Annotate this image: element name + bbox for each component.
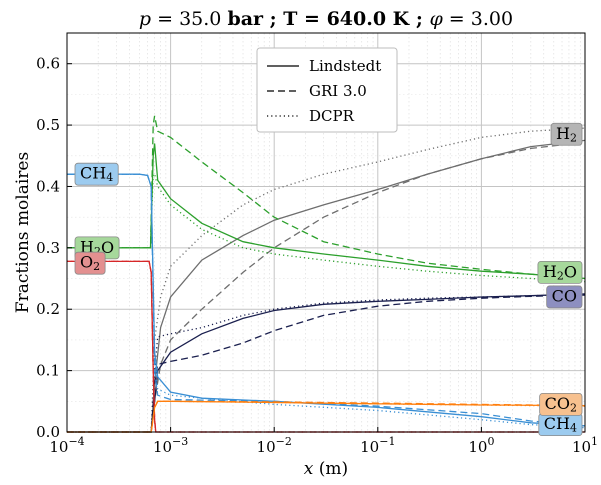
y-tick-label: 0.2 bbox=[36, 300, 60, 318]
species-label-h2-right: H2 bbox=[550, 122, 583, 146]
legend-box bbox=[256, 47, 398, 133]
y-tick-label: 0.3 bbox=[36, 239, 60, 257]
y-axis-label: Fractions molaires bbox=[13, 152, 33, 313]
species-label-box bbox=[550, 122, 583, 146]
legend: Lindstedt GRI 3.0 DCPR bbox=[256, 47, 398, 133]
species-label-co-right: CO bbox=[546, 285, 583, 309]
species-label-box bbox=[539, 392, 583, 416]
species-label-box bbox=[74, 251, 106, 275]
series-line-o2-gri-3-0 bbox=[67, 260, 585, 433]
legend-entry-label: DCPR bbox=[309, 107, 355, 125]
x-axis-label: x (m) bbox=[304, 459, 348, 479]
series-line-h2o-gri-3-0 bbox=[67, 115, 586, 280]
species-label-h2o-right: H2O bbox=[537, 260, 583, 284]
species-label-o2-left: O2 bbox=[74, 251, 106, 275]
tick-layer: 0.00.10.20.30.40.50.610−4 10−3 10−2 10−1 100… bbox=[36, 55, 598, 456]
species-label-text: CO bbox=[552, 286, 577, 305]
y-tick-label: 0.6 bbox=[36, 55, 60, 73]
y-tick-label: 0.4 bbox=[36, 177, 60, 195]
legend-entry-label: GRI 3.0 bbox=[309, 82, 367, 100]
series-line-co-gri-3-0 bbox=[67, 294, 586, 433]
species-label-text: H2O bbox=[543, 262, 577, 283]
legend-entry-label: Lindstedt bbox=[309, 57, 381, 75]
series-line-ch4-dcpr bbox=[67, 173, 586, 429]
y-tick-label: 0.0 bbox=[36, 423, 60, 441]
series-line-h2o-dcpr bbox=[67, 173, 586, 283]
y-tick-label: 0.1 bbox=[36, 362, 60, 380]
species-label-ch4-left: CH4 bbox=[74, 162, 119, 186]
y-tick-label: 0.5 bbox=[36, 116, 60, 134]
species-label-text: CH4 bbox=[80, 164, 113, 185]
species-label-box bbox=[546, 285, 583, 309]
species-label-box bbox=[74, 162, 119, 186]
species-label-co2-right: CO2 bbox=[539, 392, 583, 416]
species-label-box bbox=[537, 260, 583, 284]
series-line-co2-dcpr bbox=[67, 400, 586, 433]
species-label-text: CO2 bbox=[545, 394, 577, 415]
species-label-text: CH4 bbox=[544, 414, 577, 435]
series-line-h2o-lindstedt bbox=[67, 143, 586, 280]
series-line-co-lindstedt bbox=[67, 293, 586, 433]
plot-frame bbox=[66, 32, 586, 433]
chart-title: p = 35.0 bar ; T = 640.0 K ; φ = 3.00 bbox=[139, 8, 513, 30]
species-label-ch4-right: CH4 bbox=[538, 413, 583, 437]
